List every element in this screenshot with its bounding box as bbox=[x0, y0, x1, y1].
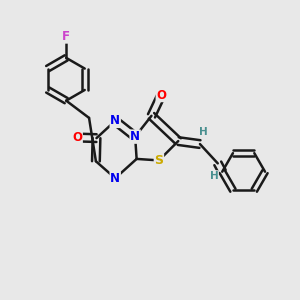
Text: S: S bbox=[154, 154, 164, 167]
Text: F: F bbox=[62, 30, 70, 43]
Text: O: O bbox=[156, 88, 166, 101]
Text: N: N bbox=[110, 114, 120, 128]
Text: N: N bbox=[110, 172, 120, 185]
Text: O: O bbox=[72, 131, 82, 144]
Text: H: H bbox=[199, 127, 207, 136]
Text: N: N bbox=[130, 130, 140, 143]
Text: H: H bbox=[209, 171, 218, 181]
